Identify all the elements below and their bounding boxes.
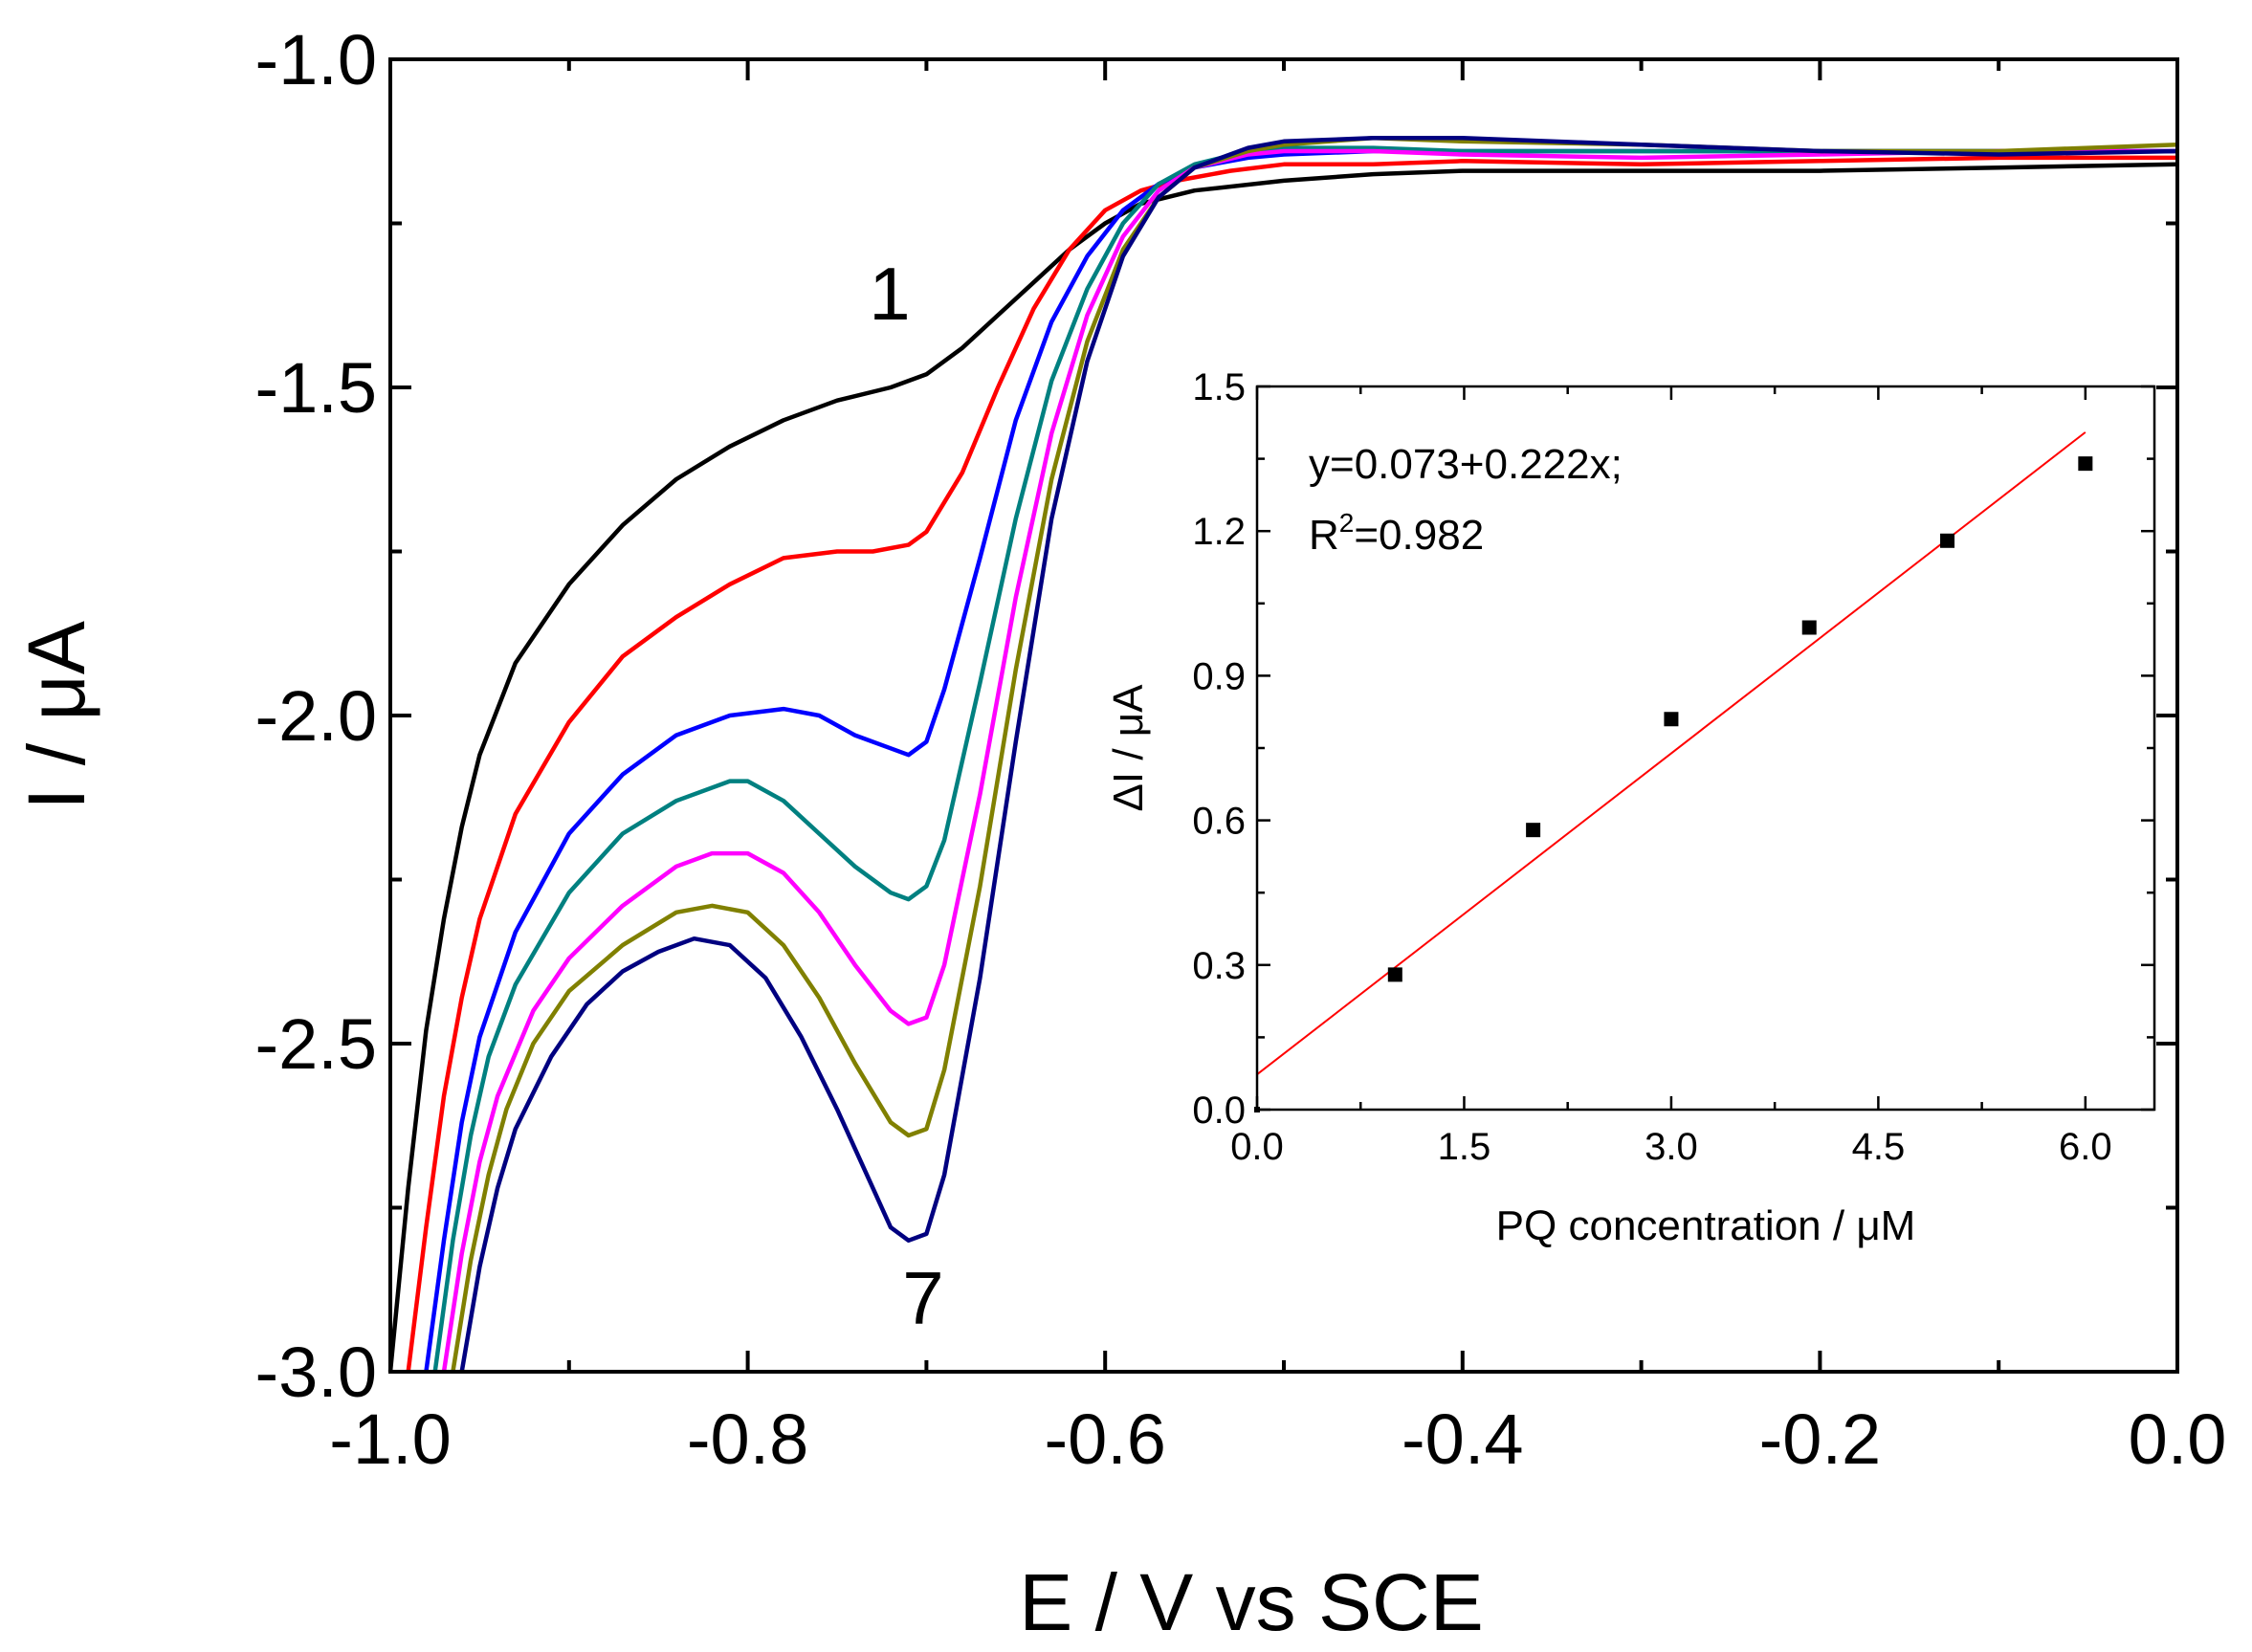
- inset-r2-annotation: R2=0.982: [1309, 508, 1484, 559]
- inset-x-tick-label: 3.0: [1645, 1126, 1698, 1168]
- main-x-ticks: -1.0 -0.8 -0.6 -0.4 -0.2 0.0: [329, 59, 2226, 1479]
- inset-y-tick-label: 1.2: [1192, 511, 1246, 553]
- series-line-4: [432, 145, 2177, 1373]
- main-y-tick-label: -2.5: [254, 1004, 377, 1084]
- inset-x-ticks: 0.0 1.5 3.0 4.5 6.0: [1230, 386, 2112, 1168]
- inset-y-axis-title: ΔI / μA: [1105, 684, 1152, 812]
- inset-chart: 0.0 1.5 3.0 4.5 6.0 0.0 0.3 0.6 0.9 1.2 1.5 PQ co…: [1105, 366, 2156, 1249]
- main-x-tick-label: 0.0: [2129, 1399, 2227, 1479]
- curve-label-first: 1: [869, 252, 910, 336]
- inset-y-tick-label: 0.3: [1192, 945, 1246, 987]
- main-y-tick-label: -1.5: [254, 348, 377, 428]
- main-y-tick-label: -1.0: [254, 20, 377, 99]
- main-chart: -1.0 -0.8 -0.6 -0.4 -0.2 0.0 -1.0 -1.5 -2.0 -2.5…: [11, 20, 2226, 1647]
- inset-x-tick-label: 6.0: [2059, 1126, 2112, 1168]
- inset-background: [1257, 386, 2154, 1110]
- main-series-group: [387, 136, 2178, 1373]
- main-y-ticks: -1.0 -1.5 -2.0 -2.5 -3.0: [254, 20, 2177, 1412]
- inset-data-point: [1940, 533, 1955, 548]
- main-x-tick-label: -0.6: [1044, 1399, 1166, 1479]
- r2-base: R: [1309, 512, 1339, 559]
- main-x-tick-label: -0.4: [1402, 1399, 1524, 1479]
- main-x-tick-label: -0.2: [1759, 1399, 1882, 1479]
- inset-data-point: [2078, 456, 2093, 472]
- main-y-axis-title: I / μA: [11, 621, 101, 810]
- inset-x-axis-title: PQ concentration / μM: [1496, 1202, 1916, 1249]
- main-x-tick-label: -1.0: [329, 1399, 452, 1479]
- main-y-tick-label: -2.0: [254, 676, 377, 756]
- curve-label-last: 7: [902, 1256, 943, 1340]
- inset-x-tick-label: 4.5: [1852, 1126, 1906, 1168]
- inset-x-tick-label: 1.5: [1438, 1126, 1491, 1168]
- inset-y-tick-label: 1.5: [1192, 366, 1246, 408]
- series-line-1: [387, 162, 2178, 1373]
- main-x-axis-title: E / V vs SCE: [1019, 1557, 1483, 1647]
- inset-x-tick-label: 0.0: [1230, 1126, 1284, 1168]
- r2-superscript: 2: [1339, 508, 1355, 538]
- main-y-tick-label: -3.0: [254, 1333, 377, 1412]
- inset-y-tick-label: 0.9: [1192, 655, 1246, 697]
- series-line-2: [406, 155, 2177, 1373]
- inset-y-tick-label: 0.6: [1192, 801, 1246, 843]
- inset-y-tick-label: 0.0: [1192, 1090, 1246, 1132]
- inset-data-point: [1664, 712, 1679, 727]
- series-line-7: [459, 136, 2178, 1373]
- inset-data-point: [1526, 823, 1541, 838]
- r2-value: =0.982: [1354, 512, 1484, 559]
- inset-data-point: [1387, 967, 1402, 982]
- series-line-5: [441, 148, 2177, 1373]
- inset-data-point: [1801, 620, 1817, 635]
- inset-y-ticks: 0.0 0.3 0.6 0.9 1.2 1.5: [1192, 366, 2154, 1132]
- inset-equation-annotation: y=0.073+0.222x;: [1309, 441, 1623, 488]
- main-x-tick-label: -0.8: [687, 1399, 809, 1479]
